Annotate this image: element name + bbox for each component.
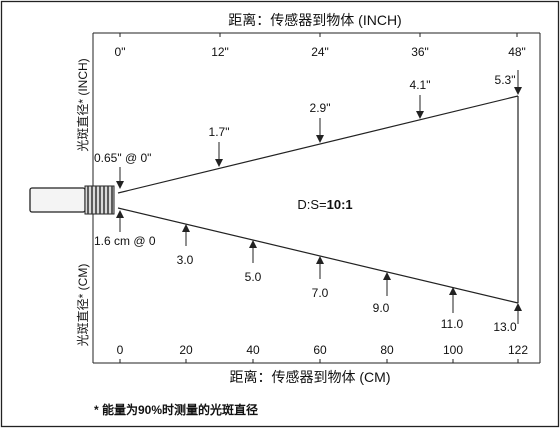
inch-tick-label: 0" <box>115 45 126 59</box>
inch-tick-label: 24" <box>311 45 329 59</box>
inch-axis-ticks <box>119 33 518 37</box>
spot-inch-label: 2.9" <box>310 101 331 115</box>
inch-tick-label: 48" <box>508 45 526 59</box>
cm-axis-ticks <box>119 359 519 363</box>
spot-cm-label: 13.0 <box>493 320 517 334</box>
spot-inch-zero-label: 0.65" @ 0" <box>94 151 151 165</box>
spot-cm-label: 3.0 <box>177 253 194 267</box>
cm-tick-label: 60 <box>313 343 327 357</box>
spot-inch-label: 1.7" <box>209 125 230 139</box>
inch-axis-title: 距离：传感器到物体 (INCH) <box>228 12 401 28</box>
ratio-value: 10:1 <box>327 197 353 212</box>
sensor-thread <box>84 185 115 215</box>
spot-inch-label: 5.3" <box>495 73 516 87</box>
ratio-label: D:S=10:1 <box>297 197 352 212</box>
cm-tick-label: 100 <box>443 343 463 357</box>
spot-cm-zero-label: 1.6 cm @ 0 <box>94 234 156 248</box>
cm-tick-label: 20 <box>179 343 193 357</box>
spot-cm-label: 11.0 <box>441 317 464 331</box>
spot-inch-label: 4.1" <box>410 78 431 92</box>
spot-cm-label: 7.0 <box>312 286 329 300</box>
cm-tick-label: 0 <box>117 343 124 357</box>
spot-cone <box>117 95 519 304</box>
cm-axis-title: 距离：传感器到物体 (CM) <box>230 369 391 385</box>
side-label-cm: 光斑直径* (CM) <box>76 264 90 347</box>
sensor-body <box>29 187 86 213</box>
spot-cm-label: 5.0 <box>245 270 262 284</box>
cm-tick-label: 122 <box>508 343 528 357</box>
cm-tick-label: 40 <box>246 343 260 357</box>
inch-tick-label: 12" <box>211 45 229 59</box>
footnote: * 能量为90%时测量的光斑直径 <box>94 402 258 417</box>
spot-cm-label: 9.0 <box>373 301 390 315</box>
inch-tick-label: 36" <box>411 45 429 59</box>
side-label-inch: 光斑直径* (INCH) <box>76 58 90 151</box>
cm-tick-label: 80 <box>380 343 394 357</box>
